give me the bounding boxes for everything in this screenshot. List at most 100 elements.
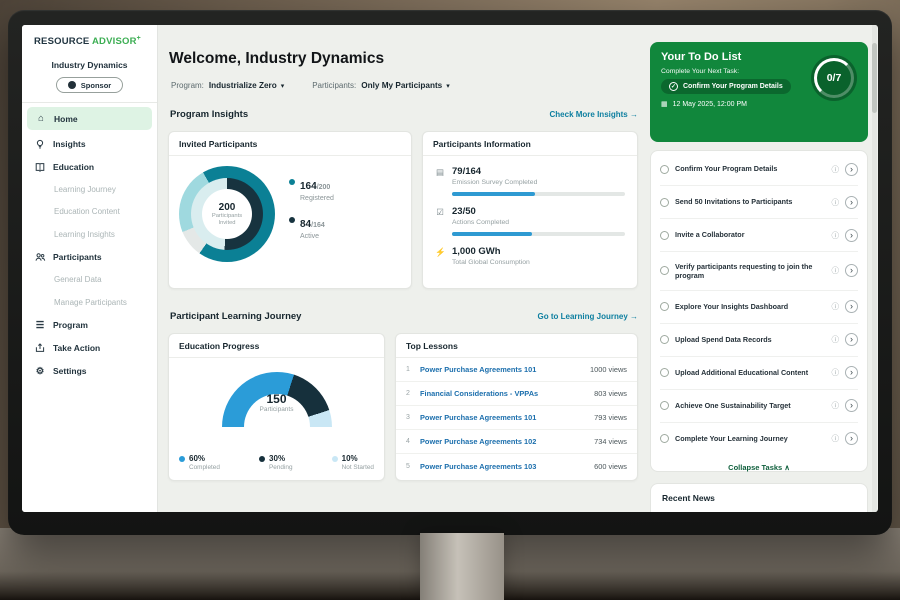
- chevron-right-icon[interactable]: ›: [845, 366, 858, 380]
- chevron-right-icon[interactable]: ›: [845, 399, 858, 413]
- lesson-row[interactable]: 2 Financial Considerations - VPPAs 803 v…: [396, 382, 637, 406]
- chevron-right-icon[interactable]: ›: [845, 432, 858, 446]
- todo-title: Your To Do List: [661, 51, 742, 63]
- task-label: Send 50 Invitations to Participants: [675, 197, 793, 207]
- sidebar: RESOURCE ADVISOR+ Industry Dynamics Spon…: [22, 25, 158, 512]
- info-icon: ⓘ: [831, 164, 840, 174]
- lesson-row[interactable]: 3 Power Purchase Agreements 101 793 view…: [396, 406, 637, 430]
- stat-row-actions: ☑ 23/50 Actions Completed: [435, 206, 625, 236]
- sidebar-item-manage-participants[interactable]: Manage Participants: [22, 291, 157, 314]
- lesson-rank: 5: [406, 462, 410, 470]
- legend-dot: [289, 217, 295, 223]
- lesson-row[interactable]: 5 Power Purchase Agreements 103 600 view…: [396, 454, 637, 478]
- stat-label: Total Global Consumption: [452, 259, 530, 266]
- info-body: ▤ 79/164 Emission Survey Completed ☑: [423, 156, 637, 286]
- nav-label: Take Action: [53, 343, 101, 354]
- radio-icon[interactable]: [660, 302, 669, 312]
- legend-value: 84: [300, 219, 312, 230]
- sidebar-item-take-action[interactable]: Take Action: [22, 337, 157, 360]
- check-more-insights-link[interactable]: Check More Insights →: [550, 110, 638, 119]
- scrollbar-track[interactable]: [872, 25, 877, 512]
- task-row[interactable]: Verify participants requesting to join t…: [660, 252, 858, 291]
- sidebar-item-program[interactable]: ☰ Program: [22, 314, 157, 337]
- chevron-right-icon[interactable]: ›: [845, 333, 858, 347]
- sidebar-item-education-content[interactable]: Education Content: [22, 201, 157, 224]
- lesson-row[interactable]: 1 Power Purchase Agreements 101 1000 vie…: [396, 358, 637, 382]
- next-task-pill[interactable]: ✓ Confirm Your Program Details: [661, 79, 791, 94]
- lesson-link[interactable]: Power Purchase Agreements 101: [420, 365, 537, 374]
- nav-label: Insights: [53, 138, 86, 149]
- todo-progress-text: 0/7: [826, 72, 842, 84]
- sidebar-item-learning-insights[interactable]: Learning Insights: [22, 223, 157, 246]
- chevron-right-icon[interactable]: ›: [845, 228, 858, 242]
- list-icon: ☰: [35, 319, 45, 331]
- legend-total: /164: [311, 222, 325, 229]
- legend-dot: [331, 455, 338, 462]
- go-to-learning-journey-link[interactable]: Go to Learning Journey →: [538, 312, 638, 321]
- task-row[interactable]: Explore Your Insights Dashboard ⓘ ›: [660, 291, 858, 324]
- chevron-right-icon[interactable]: ›: [845, 264, 858, 278]
- chevron-right-icon[interactable]: ›: [845, 300, 858, 314]
- person-icon: [67, 81, 76, 90]
- program-filter-dropdown[interactable]: Program: Industrialize Zero ▾: [171, 81, 284, 90]
- lesson-link[interactable]: Power Purchase Agreements 101: [420, 413, 537, 422]
- legend-value: 164: [300, 181, 317, 192]
- section-title: Participant Learning Journey: [170, 311, 302, 322]
- radio-icon[interactable]: [660, 368, 669, 378]
- sidebar-item-insights[interactable]: Insights: [22, 132, 157, 155]
- sidebar-item-settings[interactable]: ⚙ Settings: [22, 360, 157, 383]
- lesson-rank: 3: [406, 414, 410, 421]
- sidebar-item-participants[interactable]: Participants: [22, 246, 157, 269]
- scrollbar-thumb[interactable]: [872, 43, 877, 113]
- stat-value: 23/50: [452, 206, 476, 217]
- info-icon: ⓘ: [831, 197, 840, 207]
- lesson-row[interactable]: 4 Power Purchase Agreements 102 734 view…: [396, 430, 637, 454]
- sidebar-item-education[interactable]: Education: [22, 155, 157, 178]
- page-title: Welcome, Industry Dynamics: [169, 50, 385, 67]
- chevron-right-icon[interactable]: ›: [845, 195, 858, 209]
- nav-label: Education Content: [54, 207, 120, 217]
- task-row[interactable]: Upload Spend Data Records ⓘ ›: [660, 324, 858, 357]
- gauge-value: 150: [266, 392, 287, 406]
- collapse-tasks-link[interactable]: Collapse Tasks ∧: [660, 455, 858, 476]
- gauge-center: 150 Participants: [169, 392, 384, 413]
- chevron-down-icon: ▾: [280, 82, 285, 90]
- gauge-wrap: [221, 372, 332, 427]
- radio-icon[interactable]: [660, 434, 669, 444]
- lesson-link[interactable]: Power Purchase Agreements 102: [420, 437, 537, 446]
- lesson-link[interactable]: Financial Considerations - VPPAs: [420, 389, 539, 398]
- radio-icon[interactable]: [660, 197, 669, 207]
- participants-filter-dropdown[interactable]: Participants: Only My Participants ▾: [312, 81, 450, 90]
- next-task-label: Confirm Your Program Details: [683, 83, 783, 90]
- task-row[interactable]: Achieve One Sustainability Target ⓘ ›: [660, 390, 858, 423]
- sidebar-item-general-data[interactable]: General Data: [22, 269, 157, 292]
- task-row[interactable]: Complete Your Learning Journey ⓘ ›: [660, 423, 858, 455]
- card-title: Education Progress: [169, 334, 384, 358]
- lightbulb-icon: ⚡: [435, 247, 446, 257]
- progress-fill: [452, 192, 536, 196]
- task-row[interactable]: Send 50 Invitations to Participants ⓘ ›: [660, 186, 858, 219]
- task-row[interactable]: Confirm Your Program Details ⓘ ›: [660, 153, 858, 186]
- gear-icon: ⚙: [35, 365, 45, 377]
- card-title: Invited Participants: [169, 132, 411, 156]
- chevron-right-icon[interactable]: ›: [845, 162, 858, 176]
- progress-fill: [452, 232, 532, 236]
- legend-dot: [259, 455, 266, 462]
- radio-icon[interactable]: [660, 266, 669, 276]
- invited-donut: 200 Participants Invited: [179, 166, 275, 262]
- radio-icon[interactable]: [660, 401, 669, 411]
- task-label: Upload Additional Educational Content: [675, 368, 809, 378]
- lesson-link[interactable]: Power Purchase Agreements 103: [420, 461, 537, 471]
- progress-track: [452, 232, 625, 236]
- sidebar-item-learning-journey[interactable]: Learning Journey: [22, 178, 157, 201]
- info-icon: ⓘ: [831, 335, 840, 345]
- radio-icon[interactable]: [660, 230, 669, 240]
- sidebar-item-home[interactable]: ⌂ Home: [27, 107, 152, 131]
- task-row[interactable]: Upload Additional Educational Content ⓘ …: [660, 357, 858, 390]
- sponsor-badge[interactable]: Sponsor: [55, 77, 124, 94]
- org-name: Industry Dynamics: [51, 60, 128, 71]
- task-row[interactable]: Invite a Collaborator ⓘ ›: [660, 219, 858, 252]
- radio-icon[interactable]: [660, 164, 669, 174]
- radio-icon[interactable]: [660, 335, 669, 345]
